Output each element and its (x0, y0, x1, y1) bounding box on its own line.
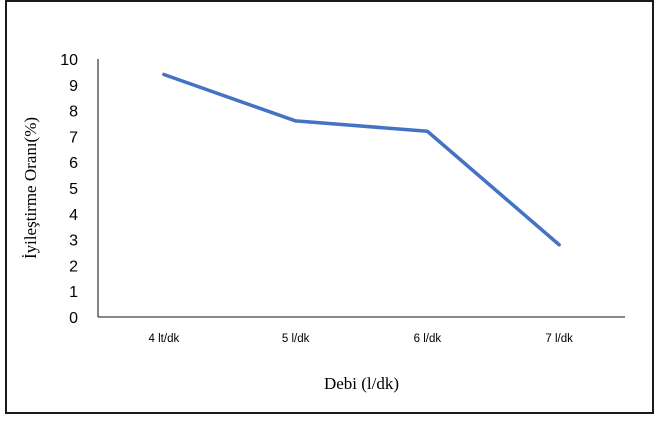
axes (97, 59, 625, 318)
series-lines (162, 72, 561, 247)
y-tick-label: 7 (69, 129, 78, 146)
x-tick-labels: 4 lt/dk 5 l/dk 6 l/dk 7 l/dk (149, 333, 574, 345)
y-tick-label: 9 (69, 78, 78, 95)
y-axis-title: İyileştirme Oranı(%) (21, 117, 40, 259)
y-tick-label: 3 (69, 233, 78, 250)
x-tick-label: 7 l/dk (545, 333, 573, 345)
y-tick-label: 5 (69, 181, 78, 198)
y-tick-label: 0 (69, 310, 78, 327)
y-tick-label: 1 (69, 284, 78, 301)
y-tick-label: 10 (60, 52, 78, 69)
x-tick-label: 4 lt/dk (149, 333, 180, 345)
chart-frame (5, 0, 654, 414)
y-tick-label: 4 (69, 207, 78, 224)
y-tick-label: 8 (69, 104, 78, 121)
y-tick-label: 2 (69, 258, 78, 275)
x-tick-label: 6 l/dk (414, 333, 442, 345)
series-line (162, 72, 561, 247)
y-tick-label: 6 (69, 155, 78, 172)
x-tick-label: 5 l/dk (282, 333, 310, 345)
y-tick-labels: 0 1 2 3 4 5 6 7 8 9 10 (60, 52, 78, 327)
x-axis-title: Debi (l/dk) (324, 374, 399, 393)
